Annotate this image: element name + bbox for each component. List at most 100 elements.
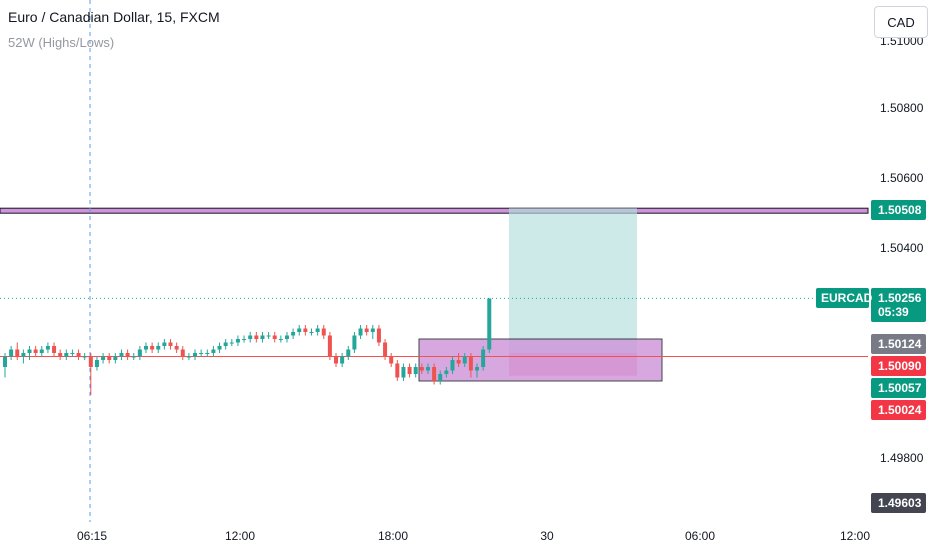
candle	[352, 332, 357, 353]
candle-body	[174, 346, 179, 350]
candle	[186, 353, 191, 360]
candle-body	[223, 342, 228, 346]
candle	[272, 332, 277, 343]
candle-body	[94, 360, 99, 367]
candle	[334, 353, 339, 367]
candle-body	[303, 328, 308, 332]
candle-body	[119, 353, 124, 357]
candle-body	[211, 349, 216, 353]
candle	[321, 325, 326, 339]
demand-zone	[418, 338, 663, 382]
candle	[254, 332, 259, 343]
candle	[376, 325, 381, 346]
candle-body	[401, 367, 406, 378]
price-tag-label: 1.50057	[878, 381, 922, 395]
candles-layer	[3, 298, 492, 395]
candle-body	[254, 335, 259, 339]
candle	[199, 349, 204, 357]
candle-body	[327, 335, 332, 357]
candle-body	[407, 367, 412, 374]
candle-body	[82, 356, 87, 358]
candle-body	[27, 349, 32, 353]
price-tag-label: 1.50124	[878, 337, 922, 351]
candle	[52, 342, 57, 357]
candle	[438, 370, 443, 385]
candle-body	[278, 339, 283, 340]
candle-body	[186, 356, 191, 358]
candle	[180, 346, 185, 360]
price-tag-label: 1.50090	[878, 359, 922, 373]
candle-body	[376, 328, 381, 343]
candle-body	[125, 353, 130, 357]
candle-body	[487, 298, 492, 350]
candle-body	[309, 332, 314, 333]
candle	[309, 328, 314, 336]
candle-body	[438, 374, 443, 381]
candle-body	[217, 346, 222, 350]
candle	[266, 332, 271, 339]
candle-body	[358, 328, 363, 336]
candle-body	[297, 328, 302, 332]
candle	[291, 328, 296, 339]
candle	[481, 346, 486, 371]
candle-body	[425, 367, 430, 371]
candle	[45, 342, 50, 353]
candle	[107, 353, 112, 364]
candle-body	[76, 353, 81, 357]
candle-body	[15, 349, 20, 357]
candle-body	[450, 360, 455, 371]
axis-layer: 1.510001.508001.506001.504001.4980006:15…	[77, 34, 924, 543]
resistance-zone	[0, 207, 869, 214]
x-tick-label: 12:00	[225, 529, 255, 543]
candle	[444, 367, 449, 378]
candle-body	[352, 335, 357, 350]
candle	[395, 360, 400, 381]
candle	[150, 342, 155, 353]
indicator-label[interactable]: 52W (Highs/Lows)	[8, 35, 115, 50]
candle-body	[266, 335, 271, 337]
chart-title: Euro / Canadian Dollar, 15, FXCM	[8, 9, 220, 25]
candle	[383, 339, 388, 360]
candle	[260, 332, 265, 343]
candle	[21, 349, 26, 364]
candle-body	[21, 353, 26, 357]
price-tag: 1.50124	[871, 334, 926, 354]
candle-body	[334, 356, 339, 364]
candle	[303, 325, 308, 336]
candle	[27, 346, 32, 360]
candle	[358, 325, 363, 339]
candle-body	[462, 356, 467, 364]
currency-button[interactable]: CAD	[874, 6, 928, 38]
candle	[346, 346, 351, 360]
price-tag: 1.50508	[871, 200, 926, 220]
candle-body	[156, 346, 161, 350]
x-tick-label: 12:00	[840, 529, 870, 543]
candle	[235, 335, 240, 346]
candle-body	[113, 356, 118, 360]
price-tag: 1.50024	[871, 400, 926, 420]
candle-body	[168, 342, 173, 346]
candle-body	[383, 342, 388, 357]
candle	[364, 325, 369, 336]
price-tag: 1.49603	[871, 493, 926, 513]
zones-layer	[0, 207, 869, 382]
candle	[217, 342, 222, 353]
y-tick-label: 1.49800	[880, 451, 924, 465]
lines-layer	[0, 0, 868, 522]
candle-body	[193, 353, 198, 357]
candle-body	[481, 349, 486, 367]
candle	[407, 363, 412, 378]
price-tag-label: 1.50024	[878, 403, 922, 417]
candle-body	[199, 353, 204, 354]
candle	[425, 363, 430, 374]
price-tag-bg	[871, 200, 926, 220]
price-tag-bg	[871, 400, 926, 420]
candle	[278, 335, 283, 343]
candle-body	[150, 346, 155, 350]
candle-body	[346, 349, 351, 357]
price-tag-label: 1.50256	[878, 291, 922, 305]
candle-body	[456, 360, 461, 364]
price-tag-bg	[871, 493, 926, 513]
